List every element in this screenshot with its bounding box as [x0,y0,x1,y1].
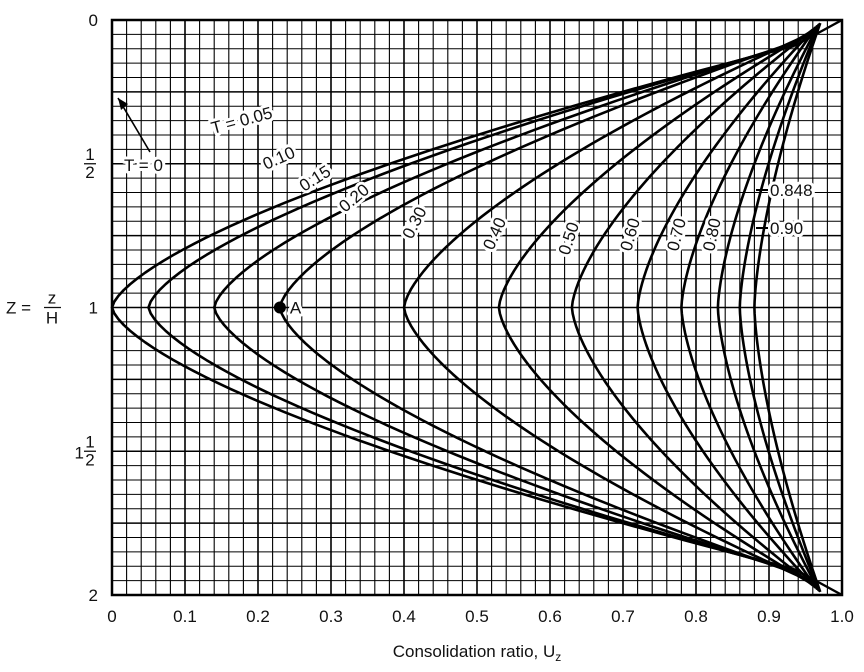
grid [112,20,842,595]
isochrone-0.15 [212,41,800,574]
curve-label-0.10: 0.10 [260,143,298,174]
isochrone-0.70 [680,24,819,591]
x-tick-label: 0.6 [538,607,562,626]
y-tick-label: 0 [89,11,98,30]
initial-condition-label: T = 0 [124,156,163,175]
y-tick-whole: 2 [89,586,98,605]
y-tick-label: 1 [89,299,98,318]
axes: 0 0.1 0.2 0.3 0.4 0.5 0.6 0.7 0.8 0.9 1.001211122C… [6,11,854,664]
y-axis-num: z [48,289,57,308]
y-tick-whole: 1 [75,443,84,462]
y-tick-label: 12 [84,145,96,182]
isochrone-0.10 [147,43,797,572]
isochrone-curves [110,18,843,597]
x-axis-title: Consolidation ratio, Uz [393,642,562,664]
x-tick-label: 0.9 [757,607,781,626]
curve-label-0.90: 0.90 [770,219,803,238]
isochrone-0.05 [110,44,795,571]
x-tick-label: 0.3 [319,607,343,626]
y-tick-label: 112 [75,432,96,469]
y-axis-prefix: Z = [6,299,31,318]
y-tick-den: 2 [85,163,94,182]
y-axis-den: H [46,309,58,328]
point-a-label: A [290,299,302,318]
isochrone-0.848 [738,23,821,592]
y-tick-den: 2 [85,450,94,469]
x-tick-label: 0.2 [246,607,270,626]
x-tick-label: 0.4 [392,607,416,626]
x-tick-label: 0 [107,607,116,626]
x-tick-label: 1.0 [830,607,854,626]
arrow-head-icon [118,98,128,110]
point-a-marker [273,301,286,314]
isochrone-0.80 [716,23,820,592]
isochrone-0.30 [402,34,807,581]
annotations: T = 0 A [117,97,305,321]
x-tick-label: 0.5 [465,607,489,626]
isochrone-0.60 [636,26,817,589]
y-tick-label: 2 [89,586,98,605]
x-tick-label: 0.7 [611,607,635,626]
y-tick-num: 1 [85,145,94,164]
curve-label-0.05: T = 0.05 [209,103,274,138]
isochrone-0.40 [497,31,811,584]
curve-label-0.40: 0.40 [479,215,510,253]
curve-label-0.848: 0.848 [770,181,813,200]
isochrone-0.90 [753,22,822,593]
y-tick-whole: 0 [89,11,98,30]
x-tick-label: 0.1 [173,607,197,626]
y-tick-whole: 1 [89,299,98,318]
apex-line-top [793,18,843,47]
apex-line-bottom [793,568,843,597]
y-tick-num: 1 [85,432,94,451]
y-axis-title: Z = zH [6,289,61,328]
isochrone-0.50 [570,28,814,587]
x-tick-label: 0.8 [684,607,708,626]
